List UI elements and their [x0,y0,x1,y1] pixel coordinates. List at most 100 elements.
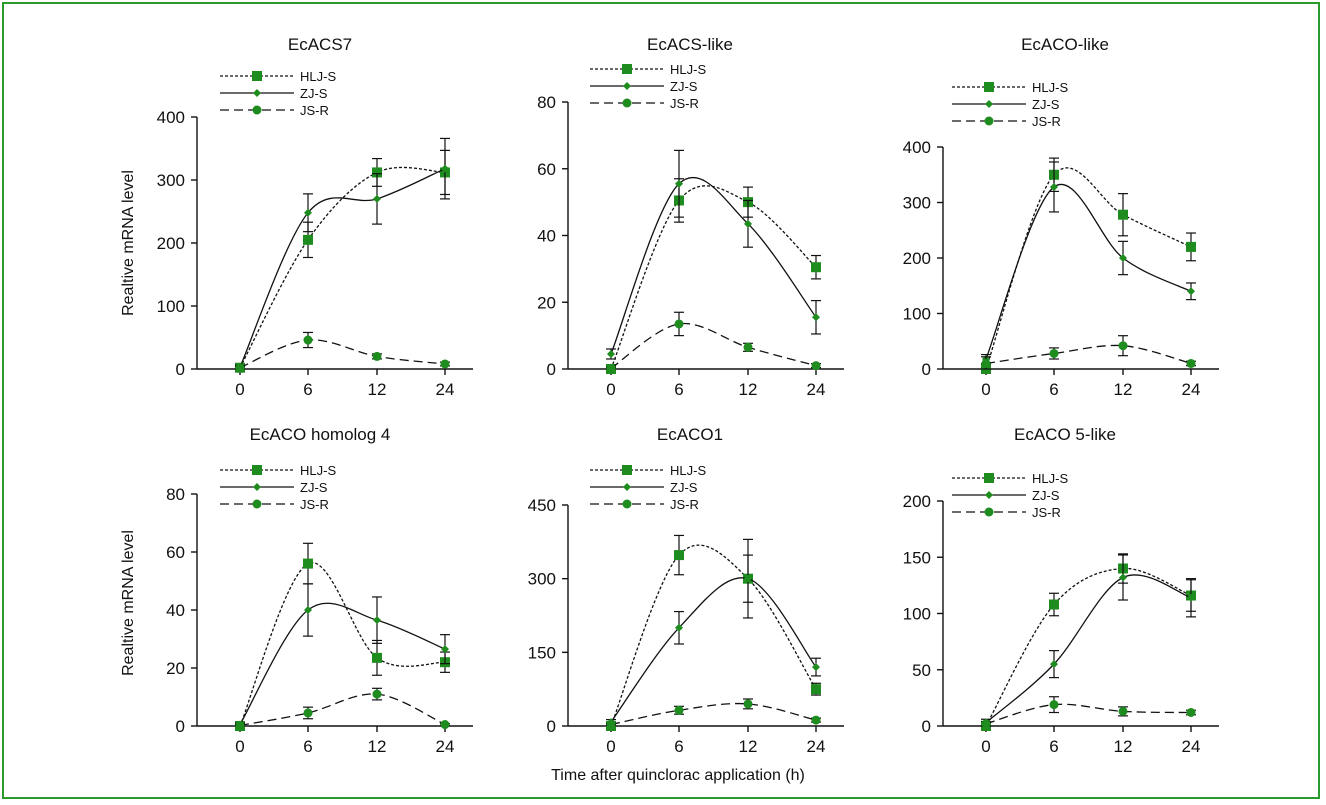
y-tick-label: 0 [922,360,931,379]
legend-marker [985,491,993,499]
series-line [610,544,817,727]
series-line [985,183,1192,360]
series-ZJ-S [235,583,450,729]
series-HLJ-S [606,534,821,731]
y-axis-label: Realtive mRNA level [120,170,137,316]
data-point [743,342,753,352]
y-tick-label: 100 [903,305,931,324]
legend-label: ZJ-S [300,86,328,101]
legend-marker [252,71,262,81]
x-tick-label: 24 [807,380,826,399]
data-point [811,262,821,273]
data-point [981,358,991,368]
chart-title: EcACS-like [647,35,733,54]
data-point [440,720,450,730]
y-tick-label: 100 [903,605,931,624]
series-line [239,166,446,369]
x-tick-label: 0 [981,380,990,399]
x-tick-label: 0 [235,737,244,756]
series-line [610,322,817,369]
data-point [1049,599,1059,610]
series-ZJ-S [981,161,1196,365]
x-tick-label: 6 [303,737,312,756]
data-point [744,219,752,228]
y-tick-label: 0 [547,360,556,379]
legend-label: JS-R [670,497,699,512]
series-line [985,703,1192,725]
data-point [812,313,820,322]
y-tick-label: 400 [903,138,931,157]
series-line [239,168,446,368]
data-point [811,715,821,725]
data-point [372,351,382,361]
data-point [1119,573,1127,582]
data-point [441,164,449,173]
series-HLJ-S [235,149,450,373]
data-point [235,720,245,730]
series-line [985,574,1192,724]
data-point [1186,241,1196,252]
series-line [610,577,817,723]
data-point [1050,660,1058,669]
data-point [303,708,313,718]
data-point [1186,708,1196,717]
data-point [981,719,991,729]
legend-label: JS-R [1032,505,1061,520]
x-tick-label: 6 [674,737,683,756]
y-tick-label: 300 [903,194,931,213]
series-line [239,602,446,725]
legend-label: JS-R [300,103,329,118]
y-tick-label: 0 [922,717,931,736]
x-tick-label: 12 [368,380,387,399]
data-point [607,349,615,358]
legend-marker [623,483,631,491]
data-point [440,359,450,369]
x-tick-label: 0 [235,380,244,399]
legend-label: HLJ-S [670,463,706,478]
legend-label: HLJ-S [300,463,336,478]
data-point [1186,358,1196,368]
legend-marker [985,100,993,108]
y-tick-label: 150 [528,643,556,662]
chart-panel-5: EcACO1 0 150 300 450 0 6 12 24 HLJ-S ZJ-S JS-R [528,425,844,756]
data-point [304,208,312,217]
chart-panel-2: EcACS-like 0 20 40 60 80 0 6 12 24 HLJ-S ZJ-S JS-R [537,35,844,399]
data-point [1187,593,1195,602]
data-point [372,652,382,663]
data-point [674,550,684,561]
data-point [1119,254,1127,262]
data-point [1118,209,1128,220]
x-tick-label: 12 [1114,380,1133,399]
y-tick-label: 100 [157,297,185,316]
y-tick-label: 450 [528,496,556,515]
data-point [811,684,821,695]
x-tick-label: 12 [368,737,387,756]
legend-label: ZJ-S [670,79,698,94]
x-tick-label: 24 [807,737,826,756]
data-point [373,194,381,203]
data-point [744,574,752,583]
x-axis-label: Time after quinclorac application (h) [551,767,805,784]
chart-panel-1: EcACS7 0 100 200 300 400 0 6 12 24 HLJ-S ZJ-S JS-R [157,35,473,399]
y-tick-label: 20 [166,659,185,678]
legend-marker [984,82,994,92]
legend-marker [253,483,261,491]
data-point [606,363,616,373]
data-point [441,645,449,654]
y-tick-label: 60 [166,543,185,562]
x-tick-label: 24 [1182,737,1201,756]
chart-title: EcACS7 [288,35,352,54]
legend-label: ZJ-S [1032,97,1060,112]
legend-marker [252,105,262,115]
series-JS-R [606,698,821,730]
legend-marker [252,499,262,509]
y-tick-label: 40 [537,227,556,246]
y-tick-label: 200 [903,249,931,268]
series-JS-R [235,331,450,373]
y-tick-label: 0 [176,360,185,379]
series-JS-R [981,335,1196,370]
legend-marker [622,465,632,475]
legend-label: HLJ-S [300,69,336,84]
legend-label: ZJ-S [670,480,698,495]
legend-marker [622,98,632,108]
